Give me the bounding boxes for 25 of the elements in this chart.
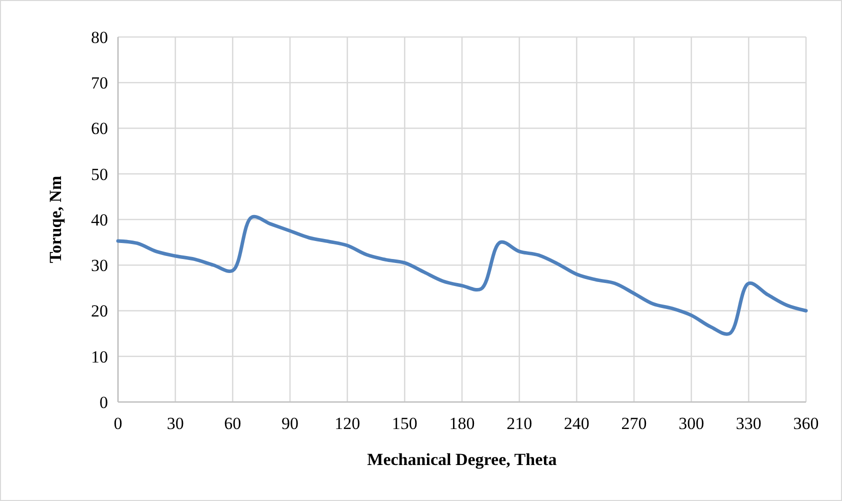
x-tick-label: 120: [334, 414, 360, 433]
x-tick-label: 300: [678, 414, 704, 433]
x-tick-label: 180: [449, 414, 475, 433]
y-tick-label: 70: [91, 74, 108, 93]
y-tick-label: 80: [91, 28, 108, 47]
x-axis-title: Mechanical Degree, Theta: [367, 450, 558, 469]
line-series: [116, 215, 808, 336]
x-tick-label: 150: [392, 414, 418, 433]
x-tick-label: 30: [166, 414, 184, 433]
x-tick-label: 360: [793, 414, 819, 433]
x-tick-label: 270: [621, 414, 647, 433]
x-tick-label: 60: [224, 414, 242, 433]
x-tick-label: 240: [564, 414, 590, 433]
y-tick-label: 60: [91, 119, 108, 138]
x-tick-label: 0: [114, 414, 122, 433]
y-tick-label: 10: [91, 347, 108, 366]
x-tick-label: 330: [736, 414, 762, 433]
x-tick-label: 210: [506, 414, 532, 433]
y-tick-label: 30: [91, 256, 108, 276]
y-axis-title: Toruqe, Nm: [46, 176, 65, 264]
y-tick-label: 50: [91, 164, 108, 184]
y-tick-label: 20: [91, 302, 108, 321]
y-tick-label: 40: [91, 210, 108, 230]
y-tick-label: 0: [100, 392, 108, 412]
x-tick-label: 90: [282, 414, 298, 433]
